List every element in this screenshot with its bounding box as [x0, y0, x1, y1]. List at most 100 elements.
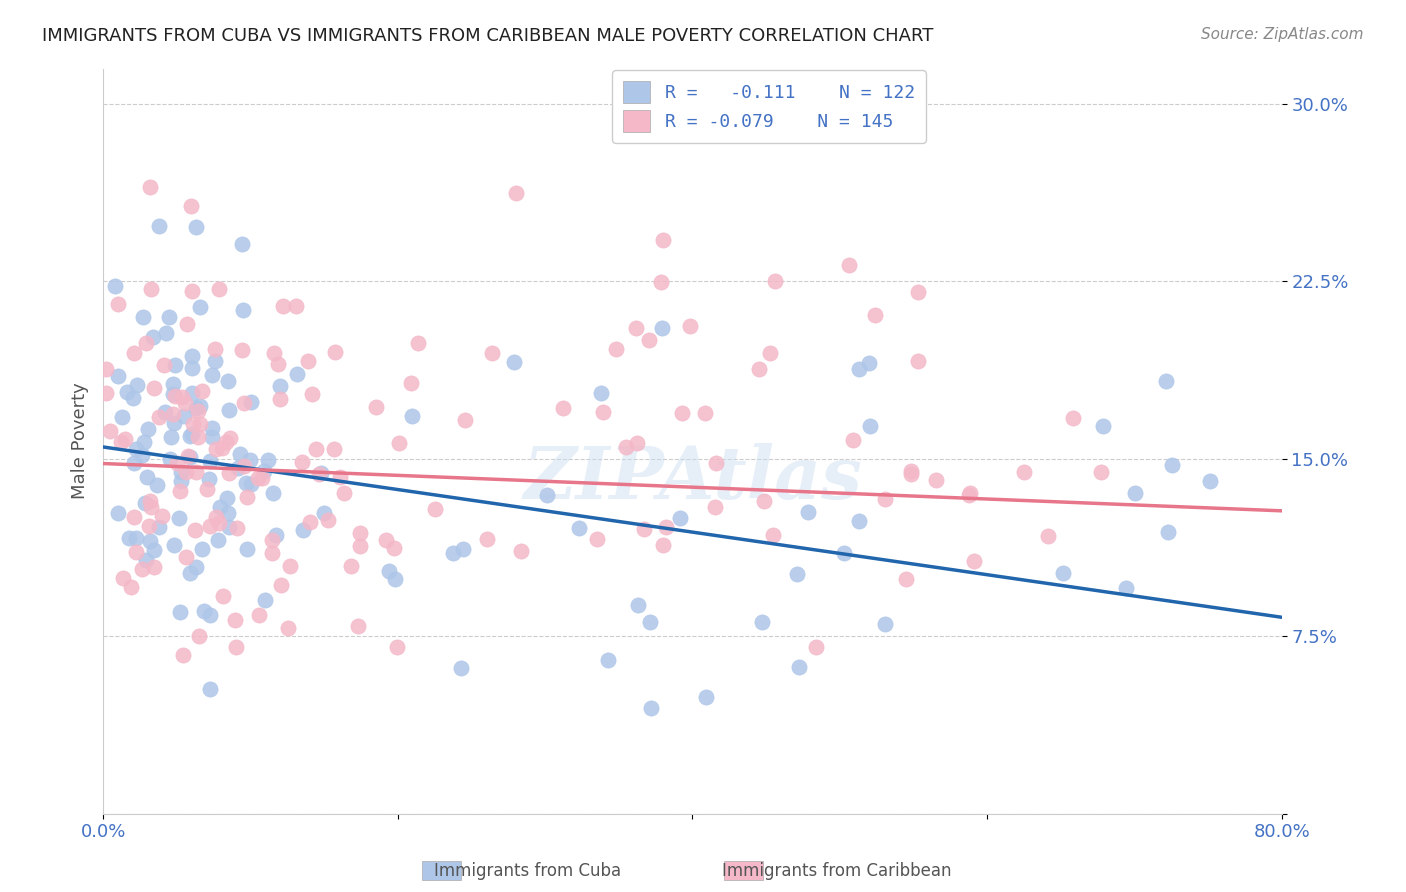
Point	[263, 346, 285, 360]
Point	[217, 374, 239, 388]
Point	[172, 648, 194, 663]
Point	[169, 605, 191, 619]
Point	[568, 521, 591, 535]
Point	[208, 282, 231, 296]
Point	[198, 519, 221, 533]
Point	[125, 378, 148, 392]
Point	[1092, 419, 1115, 434]
Point	[262, 533, 284, 547]
Point	[107, 506, 129, 520]
Point	[299, 516, 322, 530]
Point	[239, 477, 262, 491]
Point	[139, 500, 162, 514]
Point	[859, 419, 882, 434]
Point	[98, 424, 121, 438]
Point	[226, 521, 249, 535]
Point	[181, 417, 204, 431]
Point	[193, 604, 215, 618]
Point	[340, 559, 363, 574]
Point	[138, 518, 160, 533]
Point	[162, 407, 184, 421]
Point	[170, 474, 193, 488]
Point	[693, 406, 716, 420]
Point	[124, 545, 146, 559]
Point	[110, 434, 132, 449]
Point	[226, 461, 249, 475]
Point	[262, 486, 284, 500]
Point	[207, 533, 229, 547]
Point	[201, 368, 224, 382]
Point	[752, 494, 775, 508]
Point	[959, 488, 981, 502]
Point	[201, 430, 224, 444]
Point	[208, 516, 231, 530]
Point	[1090, 465, 1112, 479]
Point	[153, 358, 176, 372]
Point	[139, 493, 162, 508]
Point	[187, 430, 209, 444]
Point	[184, 220, 207, 235]
Point	[638, 615, 661, 629]
Point	[349, 539, 371, 553]
Text: ZIPAtlas: ZIPAtlas	[523, 442, 862, 514]
Point	[907, 285, 929, 300]
Point	[627, 598, 650, 612]
Point	[451, 541, 474, 556]
Point	[873, 491, 896, 506]
Point	[679, 318, 702, 333]
Point	[177, 449, 200, 463]
Point	[250, 471, 273, 485]
Point	[188, 300, 211, 314]
Point	[205, 510, 228, 524]
Point	[131, 448, 153, 462]
Point	[900, 467, 922, 482]
Point	[231, 343, 253, 357]
Point	[505, 186, 527, 201]
Point	[170, 465, 193, 479]
Point	[804, 640, 827, 654]
Point	[118, 531, 141, 545]
Point	[796, 505, 818, 519]
Point	[285, 367, 308, 381]
Point	[195, 482, 218, 496]
Point	[273, 300, 295, 314]
Point	[1198, 475, 1220, 489]
Point	[333, 486, 356, 500]
Point	[589, 386, 612, 401]
Point	[278, 558, 301, 573]
Point	[247, 471, 270, 485]
Point	[652, 234, 675, 248]
Point	[163, 538, 186, 552]
Point	[477, 533, 499, 547]
Point	[671, 407, 693, 421]
Point	[240, 395, 263, 409]
Point	[614, 440, 637, 454]
Point	[762, 528, 785, 542]
Point	[239, 453, 262, 467]
Point	[96, 362, 118, 376]
Point	[169, 483, 191, 498]
Legend: R =   -0.111    N = 122, R = -0.079    N = 145: R = -0.111 N = 122, R = -0.079 N = 145	[613, 70, 925, 143]
Point	[270, 577, 292, 591]
Point	[139, 179, 162, 194]
Point	[122, 456, 145, 470]
Point	[204, 343, 226, 357]
Point	[180, 285, 202, 299]
Point	[900, 464, 922, 478]
Point	[633, 522, 655, 536]
Point	[131, 562, 153, 576]
Point	[848, 514, 870, 528]
Point	[605, 342, 627, 356]
Point	[1161, 458, 1184, 473]
Point	[179, 428, 201, 442]
Point	[228, 447, 250, 461]
Point	[308, 467, 330, 481]
Point	[247, 607, 270, 622]
Point	[212, 589, 235, 603]
Point	[167, 511, 190, 525]
Point	[349, 526, 371, 541]
Point	[121, 391, 143, 405]
Point	[695, 690, 717, 705]
Point	[188, 417, 211, 432]
Point	[651, 321, 673, 335]
